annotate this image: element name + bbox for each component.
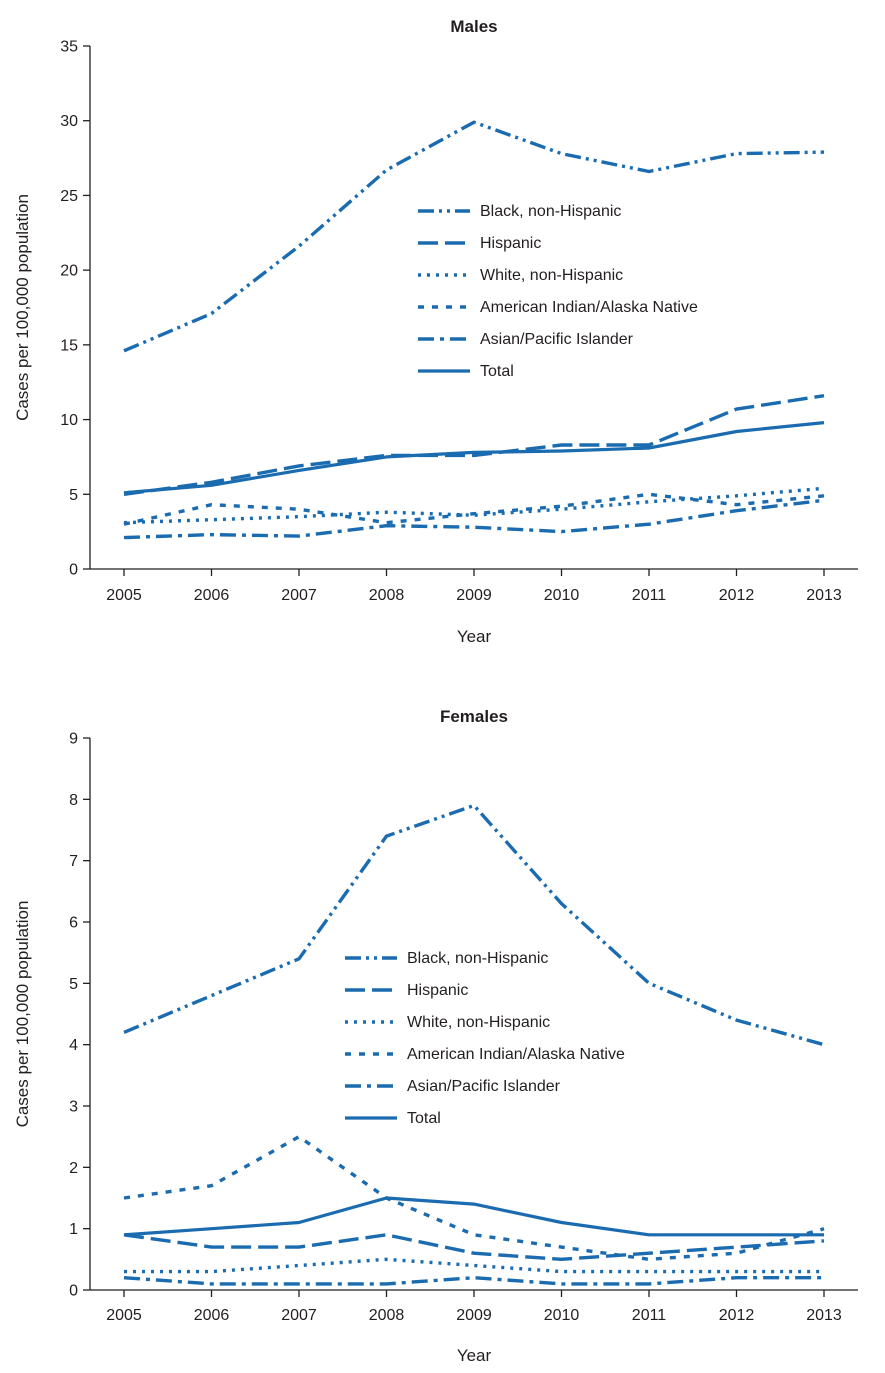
y-tick-label: 20 [60, 263, 78, 280]
x-tick-label: 2011 [632, 587, 667, 604]
series-line-hispanic [123, 1233, 825, 1262]
series-line-total [123, 421, 825, 495]
y-tick-label: 15 [60, 337, 78, 354]
legend-label-american-indian-alaska-native: American Indian/Alaska Native [480, 299, 698, 316]
series-line-american-indian-alaska-native [123, 1134, 825, 1262]
x-tick-label: 2012 [719, 587, 755, 604]
y-tick-label: 2 [69, 1160, 78, 1177]
y-tick-label: 7 [69, 853, 78, 870]
legend-label-asian-pacific-islander: Asian/Pacific Islander [480, 331, 634, 348]
y-tick-label: 5 [69, 976, 78, 993]
legend-label-white-non-hispanic: White, non-Hispanic [480, 267, 623, 284]
legend-label-black-non-hispanic: Black, non-Hispanic [480, 203, 621, 220]
series-line-total [123, 1196, 824, 1237]
y-axis-label: Cases per 100,000 population [13, 194, 32, 421]
y-tick-label: 30 [60, 113, 78, 130]
chart-title: Females [440, 707, 508, 726]
x-tick-label: 2008 [369, 587, 405, 604]
x-tick-label: 2005 [106, 1307, 142, 1324]
legend-label-asian-pacific-islander: Asian/Pacific Islander [407, 1078, 561, 1095]
legend-label-white-non-hispanic: White, non-Hispanic [407, 1014, 550, 1031]
x-tick-label: 2010 [544, 1307, 580, 1324]
legend-label-total: Total [407, 1110, 441, 1127]
series-line-asian-pacific-islander [123, 498, 825, 540]
legend: Black, non-Hispanic Hispanic White, non-Hi… [418, 203, 698, 380]
y-axis-label: Cases per 100,000 population [13, 901, 32, 1128]
x-tick-label: 2007 [281, 587, 317, 604]
series-line-asian-pacific-islander [123, 1275, 824, 1286]
x-tick-label: 2009 [456, 1307, 492, 1324]
legend-label-american-indian-alaska-native: American Indian/Alaska Native [407, 1046, 625, 1063]
y-tick-label: 10 [60, 412, 78, 429]
x-tick-label: 2006 [194, 1307, 230, 1324]
x-tick-label: 2010 [544, 587, 580, 604]
y-tick-label: 4 [69, 1037, 78, 1054]
x-tick-label: 2013 [806, 587, 842, 604]
y-tick-label: 25 [60, 188, 78, 205]
x-axis-label: Year [457, 627, 492, 646]
y-tick-label: 0 [69, 1283, 78, 1300]
legend-label-hispanic: Hispanic [407, 982, 468, 999]
series-line-american-indian-alaska-native [123, 492, 825, 526]
legend-label-hispanic: Hispanic [480, 235, 541, 252]
x-axis-label: Year [457, 1346, 492, 1365]
y-tick-label: 9 [69, 731, 78, 748]
y-tick-label: 35 [60, 39, 78, 56]
y-tick-label: 5 [69, 487, 78, 504]
y-tick-label: 1 [69, 1221, 78, 1238]
legend-label-total: Total [480, 363, 514, 380]
x-tick-label: 2013 [806, 1307, 842, 1324]
series-line-black-non-hispanic [123, 803, 825, 1047]
y-tick-label: 8 [69, 792, 78, 809]
x-tick-label: 2006 [194, 587, 230, 604]
y-tick-label: 3 [69, 1099, 78, 1116]
series-line-white-non-hispanic [124, 1257, 824, 1274]
chart-title: Males [450, 17, 497, 36]
x-tick-label: 2012 [719, 1307, 755, 1324]
legend: Black, non-Hispanic Hispanic White, non-Hi… [345, 950, 625, 1127]
males-chart: Males 0 5 10 15 20 25 30 35 2005 2006 2007 2008 2009 2… [13, 17, 858, 646]
x-tick-label: 2005 [106, 587, 142, 604]
series-line-hispanic [123, 394, 825, 496]
series-line-black-non-hispanic [123, 120, 825, 353]
y-tick-label: 0 [69, 562, 78, 579]
series-line-white-non-hispanic [123, 486, 825, 525]
y-tick-label: 6 [69, 915, 78, 932]
x-tick-label: 2011 [632, 1307, 667, 1324]
x-tick-label: 2007 [281, 1307, 317, 1324]
x-tick-label: 2009 [456, 587, 492, 604]
females-chart: Females 0 1 2 3 4 5 6 7 8 9 2005 2006 2007 2008 2009 201… [13, 707, 858, 1365]
legend-label-black-non-hispanic: Black, non-Hispanic [407, 950, 548, 967]
x-tick-label: 2008 [369, 1307, 405, 1324]
